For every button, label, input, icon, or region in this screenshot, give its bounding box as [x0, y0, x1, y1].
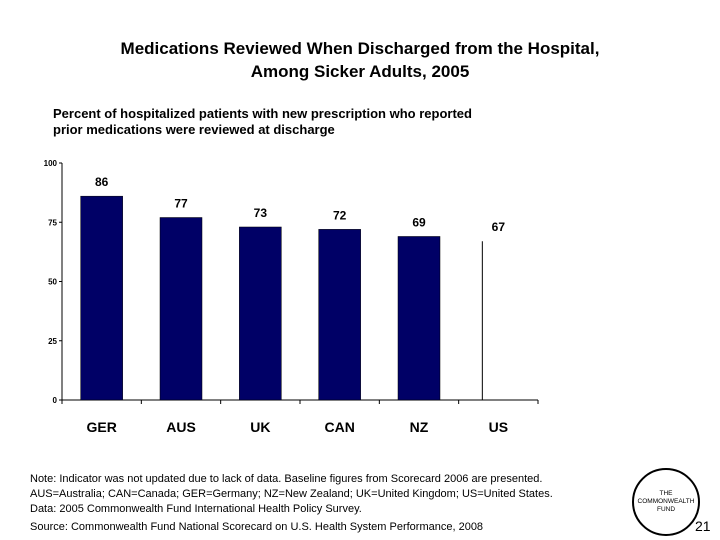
bar-NZ [397, 236, 441, 401]
y-tick-label: 100 [44, 159, 58, 168]
chart-subtitle: Percent of hospitalized patients with ne… [53, 106, 472, 137]
bar-GER [80, 195, 123, 401]
data-label: 77 [174, 197, 188, 211]
data-label: 86 [95, 175, 109, 189]
y-tick-label: 50 [48, 278, 57, 287]
data-label: 67 [492, 220, 506, 234]
x-tick-label: GER [86, 419, 116, 435]
chart-title: Medications Reviewed When Discharged fro… [120, 39, 600, 81]
x-tick-label: NZ [410, 419, 429, 435]
y-tick-label: 75 [48, 218, 57, 227]
y-tick-label: 0 [53, 396, 58, 405]
x-tick-label: CAN [324, 419, 354, 435]
data-label: 72 [333, 208, 347, 222]
bar-UK [239, 226, 282, 401]
footnote: Note: Indicator was not updated due to l… [30, 473, 553, 515]
bar-CAN [318, 229, 361, 401]
bar-AUS [159, 217, 203, 401]
data-label: 69 [412, 215, 426, 229]
page-number: 21 [695, 518, 711, 534]
x-tick-label: AUS [166, 419, 196, 435]
data-label: 73 [254, 206, 268, 220]
x-tick-label: UK [250, 419, 270, 435]
commonwealth-fund-logo: THE COMMONWEALTH FUND [632, 468, 700, 536]
source-text: Source: Commonwealth Fund National Score… [30, 521, 484, 533]
y-tick-label: 25 [48, 337, 57, 346]
x-tick-label: US [489, 419, 508, 435]
